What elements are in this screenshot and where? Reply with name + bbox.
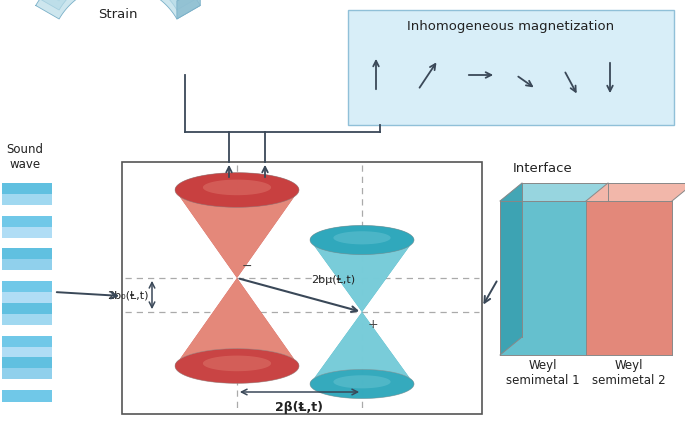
Polygon shape (175, 278, 299, 366)
Bar (2, 357, 52, 369)
Bar (2, 194, 52, 206)
Bar (2, 216, 52, 227)
Polygon shape (334, 375, 390, 389)
Polygon shape (500, 201, 586, 355)
Bar (2, 259, 52, 271)
Text: Strain: Strain (98, 8, 138, 21)
Bar (2, 379, 52, 391)
Polygon shape (36, 0, 200, 19)
Bar (2, 368, 52, 380)
Polygon shape (334, 231, 390, 245)
Bar (2, 183, 52, 195)
Text: +: + (368, 318, 379, 331)
Polygon shape (310, 240, 414, 312)
Bar (2, 227, 52, 238)
Bar (2, 205, 52, 216)
Polygon shape (310, 225, 414, 255)
Bar (2, 314, 52, 325)
Polygon shape (310, 312, 414, 399)
Polygon shape (175, 348, 299, 383)
Polygon shape (203, 356, 271, 371)
Text: 2b₀(Ⱡ,t): 2b₀(Ⱡ,t) (108, 290, 149, 300)
Bar (2, 346, 52, 358)
Polygon shape (586, 201, 672, 355)
Bar (2, 248, 52, 260)
Text: Sound
wave: Sound wave (6, 143, 44, 171)
Text: Inhomogeneous magnetization: Inhomogeneous magnetization (408, 20, 614, 33)
Polygon shape (500, 183, 522, 355)
Polygon shape (175, 278, 299, 383)
Polygon shape (310, 312, 414, 384)
Polygon shape (586, 183, 685, 201)
Text: 2bμ(Ⱡ,t): 2bμ(Ⱡ,t) (312, 275, 356, 285)
Bar (2, 238, 52, 249)
Bar (122, 162, 482, 414)
Text: 2β(Ⱡ,t): 2β(Ⱡ,t) (275, 401, 323, 414)
Bar (2, 270, 52, 282)
Text: Interface: Interface (513, 162, 573, 175)
Polygon shape (177, 0, 200, 19)
Bar (2, 390, 52, 402)
Polygon shape (310, 225, 414, 312)
Text: −: − (242, 260, 253, 273)
Bar (348, 10, 674, 125)
Polygon shape (500, 183, 608, 201)
Bar (2, 325, 52, 337)
Polygon shape (203, 180, 271, 195)
Text: Weyl
semimetal 1: Weyl semimetal 1 (506, 359, 580, 387)
Polygon shape (175, 173, 299, 207)
Bar (2, 281, 52, 293)
Polygon shape (310, 369, 414, 399)
Bar (2, 303, 52, 314)
Polygon shape (36, 0, 200, 1)
Bar (2, 336, 52, 347)
Text: Weyl
semimetal 2: Weyl semimetal 2 (593, 359, 666, 387)
Polygon shape (175, 190, 299, 278)
Polygon shape (36, 0, 200, 10)
Polygon shape (175, 173, 299, 278)
Bar (2, 292, 52, 304)
